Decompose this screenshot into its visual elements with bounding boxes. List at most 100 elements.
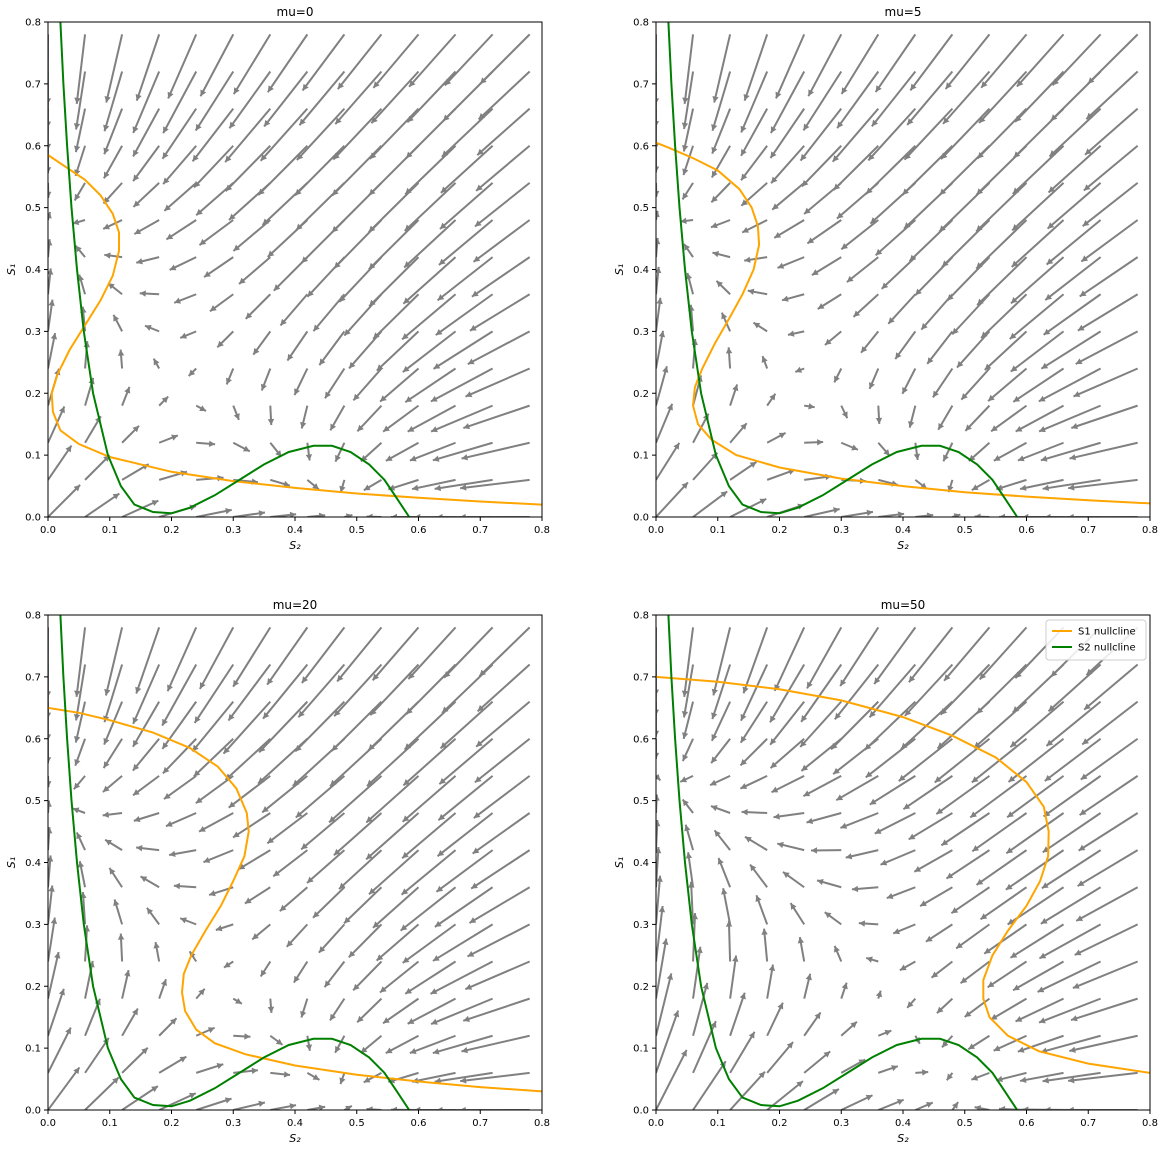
field-arrow bbox=[942, 70, 991, 125]
field-arrow bbox=[133, 812, 160, 823]
field-arrow bbox=[993, 1034, 1027, 1052]
field-arrow bbox=[1072, 960, 1139, 989]
field-arrow bbox=[656, 297, 663, 332]
x-tick-label: 0.6 bbox=[411, 1118, 427, 1129]
field-arrow bbox=[766, 1041, 794, 1074]
field-arrow bbox=[1087, 33, 1139, 85]
field-arrow bbox=[262, 663, 309, 720]
field-arrow bbox=[811, 256, 842, 276]
field-arrow bbox=[194, 70, 235, 132]
field-arrow bbox=[401, 812, 457, 860]
field-arrow bbox=[984, 330, 1028, 371]
field-arrow bbox=[1017, 1034, 1064, 1053]
field-arrow bbox=[1047, 145, 1102, 194]
field-arrow bbox=[436, 1106, 493, 1110]
field-arrow bbox=[717, 857, 732, 888]
field-arrow bbox=[692, 452, 719, 481]
field-arrow bbox=[773, 219, 805, 239]
field-arrow bbox=[1079, 256, 1139, 298]
field-arrow bbox=[372, 33, 420, 89]
field-arrow bbox=[685, 272, 695, 295]
field-arrow bbox=[437, 775, 494, 821]
field-arrow bbox=[1051, 33, 1102, 86]
field-arrow bbox=[824, 911, 842, 926]
field-arrow bbox=[880, 256, 917, 290]
field-arrow bbox=[802, 70, 843, 131]
field-arrow bbox=[1005, 812, 1065, 855]
field-arrow bbox=[232, 405, 240, 421]
panel-title: mu=50 bbox=[881, 598, 926, 612]
field-arrow bbox=[871, 70, 917, 127]
field-arrow bbox=[975, 849, 1028, 886]
field-arrow bbox=[102, 738, 123, 769]
field-arrow bbox=[971, 479, 990, 491]
field-arrow bbox=[741, 808, 768, 816]
field-arrow bbox=[132, 775, 160, 797]
field-arrow bbox=[470, 849, 531, 890]
x-tick-label: 0.8 bbox=[1142, 1118, 1158, 1129]
field-arrow bbox=[121, 1008, 139, 1037]
legend-label: S2 nullcline bbox=[1078, 643, 1136, 654]
field-arrow bbox=[1040, 886, 1102, 925]
s1-nullcline-line bbox=[48, 154, 542, 506]
s1-nullcline-line bbox=[48, 706, 542, 1093]
field-arrow bbox=[906, 70, 954, 126]
field-arrow bbox=[935, 775, 991, 815]
field-arrow bbox=[771, 774, 805, 794]
field-arrow bbox=[1042, 812, 1102, 854]
field-arrow bbox=[343, 886, 383, 925]
field-arrow bbox=[399, 886, 457, 932]
field-arrow bbox=[474, 737, 531, 784]
field-arrow bbox=[376, 330, 420, 372]
x-tick-label: 0.3 bbox=[225, 525, 241, 536]
field-arrow bbox=[329, 998, 346, 1022]
field-arrow bbox=[48, 664, 52, 719]
x-tick-label: 0.7 bbox=[1080, 1118, 1096, 1129]
field-arrow bbox=[232, 997, 243, 1005]
field-arrow bbox=[401, 293, 457, 341]
x-tick-label: 0.7 bbox=[1080, 525, 1096, 536]
x-tick-label: 0.5 bbox=[349, 1118, 365, 1129]
field-arrow bbox=[301, 626, 346, 684]
field-arrow bbox=[875, 990, 883, 999]
field-arrow bbox=[48, 701, 52, 741]
field-arrow bbox=[195, 1026, 216, 1037]
field-arrow bbox=[104, 838, 123, 851]
field-arrow bbox=[1042, 478, 1101, 492]
field-arrow bbox=[1085, 70, 1139, 120]
field-arrow bbox=[1073, 367, 1139, 398]
field-arrow bbox=[967, 1034, 990, 1051]
field-arrow bbox=[787, 330, 805, 337]
x-tick-label: 0.2 bbox=[164, 1118, 180, 1129]
field-arrow bbox=[402, 923, 457, 964]
field-arrow bbox=[1012, 960, 1065, 992]
field-arrow bbox=[434, 886, 494, 928]
field-arrow bbox=[1081, 700, 1139, 746]
field-arrow bbox=[839, 626, 880, 687]
field-arrow bbox=[318, 330, 346, 366]
field-arrow bbox=[769, 701, 805, 746]
field-arrow bbox=[459, 1106, 530, 1110]
field-arrow bbox=[1042, 1071, 1101, 1084]
field-arrow bbox=[225, 368, 235, 385]
field-arrow bbox=[339, 479, 346, 493]
field-arrow bbox=[835, 775, 879, 802]
s2-nullcline-line bbox=[667, 615, 1019, 1110]
field-arrow bbox=[840, 405, 849, 419]
field-arrow bbox=[474, 182, 531, 228]
field-arrow bbox=[173, 293, 197, 304]
field-arrow bbox=[877, 1029, 892, 1037]
field-arrow bbox=[402, 330, 457, 373]
field-arrow bbox=[209, 293, 234, 313]
legend: S1 nullcline S2 nullcline bbox=[1045, 619, 1147, 661]
field-arrow bbox=[72, 807, 86, 814]
field-arrow bbox=[713, 829, 731, 851]
field-arrow bbox=[48, 800, 52, 814]
field-arrow bbox=[860, 330, 880, 354]
field-arrow bbox=[195, 988, 206, 1000]
field-arrow bbox=[799, 700, 842, 748]
field-arrow bbox=[329, 405, 346, 431]
field-arrow bbox=[904, 663, 954, 717]
field-arrow bbox=[720, 312, 732, 332]
field-arrow bbox=[193, 738, 234, 778]
